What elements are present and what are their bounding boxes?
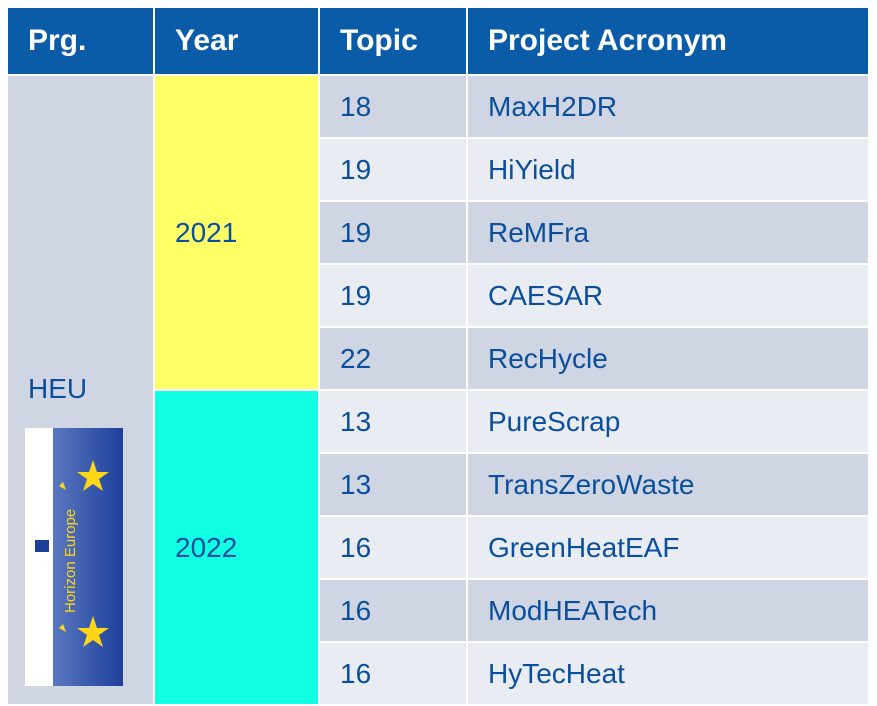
topic-cell: 18 — [320, 76, 468, 139]
header-cell: Prg. — [8, 8, 155, 76]
topic-cell: 19 — [320, 265, 468, 328]
acronym-cell: GreenHeatEAF — [468, 517, 870, 580]
acronym-cell: MaxH2DR — [468, 76, 870, 139]
topic-cell: 19 — [320, 202, 468, 265]
acronym-cell: PureScrap — [468, 391, 870, 454]
acronym-cell: ModHEATech — [468, 580, 870, 643]
topic-cell: 16 — [320, 580, 468, 643]
acronym-cell: HyTecHeat — [468, 643, 870, 706]
year-cell: 2022 — [155, 391, 320, 706]
topic-cell: 19 — [320, 139, 468, 202]
table: Prg.YearTopicProject AcronymHEU202118Max… — [0, 0, 877, 706]
horizon-europe-logo: Horizon Europe — [25, 428, 123, 686]
header-cell: Project Acronym — [468, 8, 870, 76]
page: Prg.YearTopicProject AcronymHEU202118Max… — [0, 0, 877, 706]
header-cell: Year — [155, 8, 320, 76]
acronym-cell: CAESAR — [468, 265, 870, 328]
topic-cell: 16 — [320, 517, 468, 580]
topic-cell: 22 — [320, 328, 468, 391]
logo-text: Horizon Europe — [62, 509, 79, 613]
topic-cell: 16 — [320, 643, 468, 706]
topic-cell: 13 — [320, 454, 468, 517]
acronym-cell: RecHycle — [468, 328, 870, 391]
acronym-cell: HiYield — [468, 139, 870, 202]
acronym-cell: ReMFra — [468, 202, 870, 265]
acronym-cell: TransZeroWaste — [468, 454, 870, 517]
header-cell: Topic — [320, 8, 468, 76]
year-cell: 2021 — [155, 76, 320, 391]
topic-cell: 13 — [320, 391, 468, 454]
